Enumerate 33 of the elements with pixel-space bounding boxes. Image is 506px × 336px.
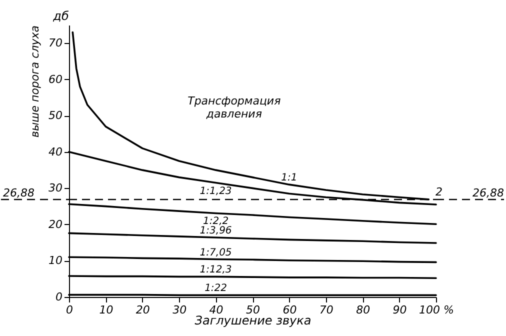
y-tick-label: 40 bbox=[48, 145, 62, 158]
series-label: 1:3,96 bbox=[200, 226, 232, 237]
text: дб bbox=[52, 9, 70, 23]
annotation: Трансформация давления bbox=[188, 94, 282, 121]
x-tick-label: 40 bbox=[209, 304, 224, 316]
series-label: 1:1 bbox=[281, 172, 298, 184]
x-tick-label: 90 bbox=[392, 304, 407, 316]
text: 26,88 bbox=[472, 186, 504, 200]
x-tick-label: 10 bbox=[99, 304, 114, 316]
x-tick-label: 20 bbox=[136, 304, 150, 316]
x-tick-label: 70 bbox=[319, 304, 334, 316]
x-tick-label: 100 % bbox=[419, 304, 454, 316]
series-label: 1:1,23 bbox=[200, 186, 232, 197]
y-tick-label: 30 bbox=[48, 182, 62, 195]
x-tick-label: 50 bbox=[246, 304, 260, 316]
x-tick-label: 80 bbox=[356, 304, 370, 316]
series-label: 1:7,05 bbox=[200, 247, 232, 258]
ref-line-label: 26,88 bbox=[3, 186, 34, 200]
series-label: 1:2,2 bbox=[202, 216, 229, 228]
y-tick-label: 60 bbox=[48, 72, 62, 86]
x-tick-label: 0 bbox=[66, 304, 73, 316]
y-tick-label: 10 bbox=[48, 254, 62, 268]
x-tick-label: 30 bbox=[172, 304, 187, 316]
annotation: 2 bbox=[436, 186, 442, 199]
series-label: 1:22 bbox=[204, 283, 228, 294]
y-tick-label: 20 bbox=[48, 218, 62, 231]
y-tick-label: 0 bbox=[56, 290, 62, 304]
y-axis-title: выше порога слуха bbox=[28, 25, 42, 138]
series-label: 1:12,3 bbox=[200, 264, 232, 276]
y-tick-label: 50 bbox=[48, 109, 62, 122]
x-tick-label: 60 bbox=[282, 304, 297, 316]
y-tick-label: 70 bbox=[48, 36, 62, 50]
x-axis-title: Заглушение звука bbox=[194, 314, 312, 328]
